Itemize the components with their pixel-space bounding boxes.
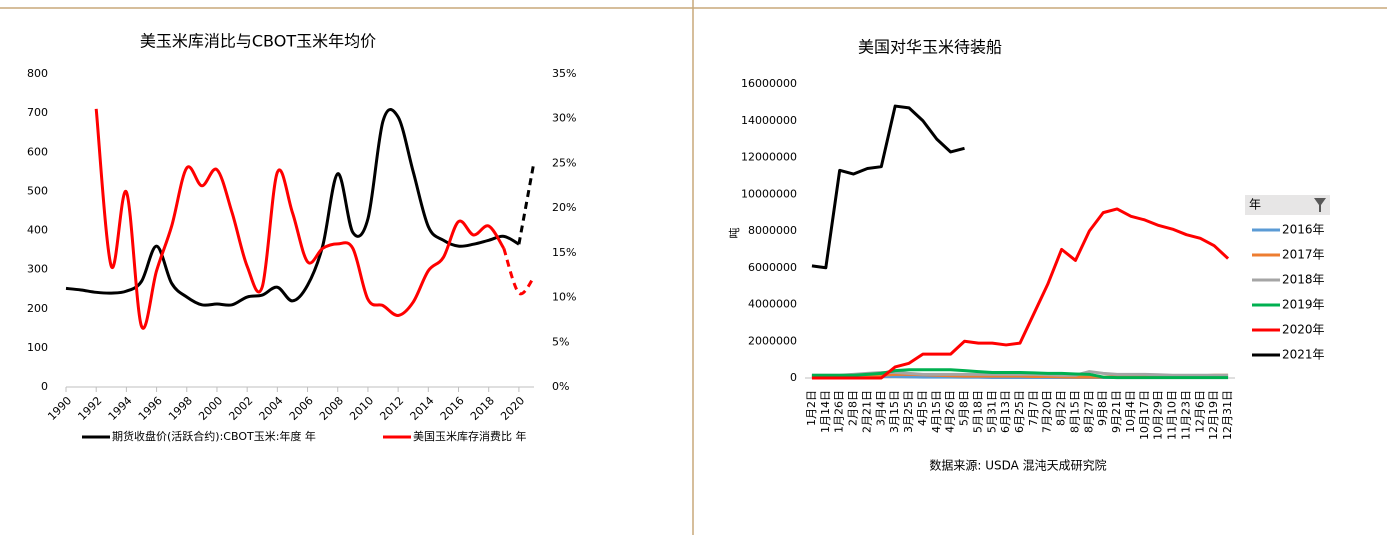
y-tick-label: 600 [27, 145, 48, 158]
legend-label: 2021年 [1282, 348, 1325, 362]
y2-tick-label: 25% [552, 156, 576, 169]
x-tick-label: 1月2日 [805, 390, 818, 426]
y2-tick-label: 15% [552, 246, 576, 259]
series-line [811, 207, 1230, 380]
x-tick-label: 3月25日 [902, 390, 915, 433]
y2-tick-label: 30% [552, 112, 576, 125]
x-tick-label: 12月6日 [1193, 390, 1206, 433]
x-tick-label: 2018 [468, 394, 497, 423]
x-tick-label: 3月15日 [888, 390, 901, 433]
x-tick-label: 10月17日 [1138, 390, 1151, 440]
y-tick-label: 200 [27, 302, 48, 315]
legend-title: 年 [1249, 198, 1261, 212]
x-tick-label: 5月18日 [971, 390, 984, 433]
x-tick-label: 6月25日 [1013, 390, 1026, 433]
y-tick-label: 100 [27, 341, 48, 354]
x-tick-label: 1998 [166, 394, 195, 423]
legend-label: 美国玉米库存消费比 年 [413, 429, 527, 443]
y-tick-label: 700 [27, 106, 48, 119]
series-line [502, 247, 536, 296]
x-tick-label: 3月4日 [874, 390, 887, 426]
x-tick-label: 2002 [226, 394, 255, 423]
x-tick-label: 1990 [45, 394, 74, 423]
x-tick-label: 1月14日 [819, 390, 832, 433]
x-tick-label: 10月29日 [1152, 390, 1165, 440]
legend-label: 2017年 [1282, 248, 1325, 262]
y2-tick-label: 0% [552, 380, 569, 393]
series-line [517, 161, 536, 245]
y-tick-label: 0 [790, 371, 797, 384]
y-tick-label: 300 [27, 263, 48, 276]
x-tick-label: 9月21日 [1110, 390, 1123, 433]
x-tick-label: 12月31日 [1221, 390, 1234, 440]
x-tick-label: 6月13日 [999, 390, 1012, 433]
series-line [811, 104, 965, 270]
legend-label: 2020年 [1282, 323, 1325, 337]
y-tick-label: 10000000 [741, 187, 797, 200]
legend-label: 2019年 [1282, 298, 1325, 312]
x-tick-label: 11月23日 [1179, 390, 1192, 440]
series-line [65, 108, 520, 307]
x-tick-label: 1992 [75, 394, 104, 423]
x-tick-label: 11月10日 [1166, 390, 1179, 440]
x-tick-label: 10月4日 [1124, 390, 1137, 433]
y-tick-label: 2000000 [748, 334, 797, 347]
legend-label: 期货收盘价(活跃合约):CBOT玉米:年度 年 [112, 429, 316, 443]
x-tick-label: 8月15日 [1068, 390, 1081, 433]
x-tick-label: 5月31日 [985, 390, 998, 433]
chart-title: 美玉米库消比与CBOT玉米年均价 [140, 32, 376, 51]
y2-tick-label: 10% [552, 291, 576, 304]
chart-title: 美国对华玉米待装船 [858, 38, 1002, 57]
x-tick-label: 2014 [408, 394, 437, 423]
x-tick-label: 2月21日 [860, 390, 873, 433]
y-tick-label: 12000000 [741, 151, 797, 164]
y-tick-label: 8000000 [748, 224, 797, 237]
x-tick-label: 2004 [257, 394, 286, 423]
series-line [811, 368, 1229, 380]
y-tick-label: 16000000 [741, 77, 797, 90]
x-tick-label: 2006 [287, 394, 316, 423]
x-tick-label: 1月26日 [833, 390, 846, 433]
y2-tick-label: 5% [552, 335, 569, 348]
y-axis-label: 吨 [728, 228, 741, 239]
x-tick-label: 2010 [347, 394, 376, 423]
x-tick-label: 2012 [377, 394, 406, 423]
x-tick-label: 5月8日 [958, 390, 971, 426]
x-tick-label: 4月5日 [916, 390, 929, 426]
x-tick-label: 1996 [136, 394, 165, 423]
source-note: 数据来源: USDA 混沌天成研究院 [929, 458, 1106, 473]
legend-label: 2018年 [1282, 273, 1325, 287]
x-tick-label: 2016 [438, 394, 467, 423]
y-tick-label: 14000000 [741, 114, 797, 127]
y-tick-label: 0 [41, 380, 48, 393]
y-tick-label: 400 [27, 224, 48, 237]
y2-tick-label: 20% [552, 201, 576, 214]
x-tick-label: 7月7日 [1027, 390, 1040, 426]
x-tick-label: 4月15日 [930, 390, 943, 433]
legend-label: 2016年 [1282, 223, 1325, 237]
y-tick-label: 6000000 [748, 261, 797, 274]
x-tick-label: 1994 [106, 394, 135, 423]
x-tick-label: 7月20日 [1041, 390, 1054, 433]
x-tick-label: 2月8日 [847, 390, 860, 426]
y-tick-label: 4000000 [748, 298, 797, 311]
x-tick-label: 8月27日 [1082, 390, 1095, 433]
x-tick-label: 12月19日 [1207, 390, 1220, 440]
x-tick-label: 4月26日 [944, 390, 957, 433]
x-tick-label: 9月8日 [1096, 390, 1109, 426]
x-tick-label: 2008 [317, 394, 346, 423]
series-line [94, 108, 506, 330]
y-tick-label: 500 [27, 184, 48, 197]
y2-tick-label: 35% [552, 67, 576, 80]
legend-header [1245, 195, 1330, 215]
y-tick-label: 800 [27, 67, 48, 80]
x-tick-label: 8月2日 [1055, 390, 1068, 426]
x-tick-label: 2020 [498, 394, 527, 423]
x-tick-label: 2000 [196, 394, 225, 423]
filter-icon [1314, 198, 1326, 212]
